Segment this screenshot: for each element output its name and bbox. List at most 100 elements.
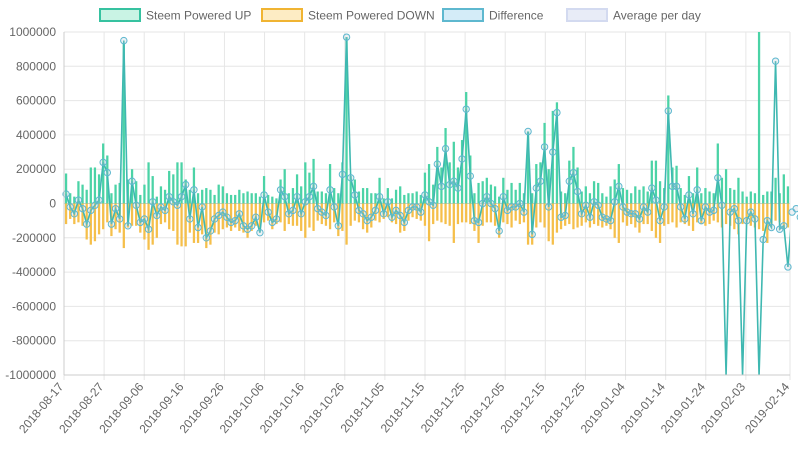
bar-powered-up — [601, 193, 604, 204]
bar-powered-down — [543, 203, 546, 228]
legend-average-per-day[interactable]: Average per day — [566, 8, 701, 23]
difference-point — [330, 203, 338, 211]
y-tick-label: 0 — [49, 197, 56, 211]
bar-powered-up — [155, 196, 158, 204]
bar-powered-up — [782, 174, 785, 204]
bar-powered-up — [753, 193, 757, 204]
bar-powered-up — [390, 198, 394, 204]
bar-powered-down — [163, 203, 167, 223]
bar-powered-up — [271, 196, 274, 204]
bar-powered-up — [85, 189, 88, 204]
bar-powered-down — [712, 203, 715, 221]
difference-point — [474, 218, 483, 227]
bar-powered-up — [312, 158, 315, 204]
bar-powered-up — [184, 179, 187, 204]
difference-point — [441, 144, 450, 153]
difference-point — [544, 203, 553, 211]
difference-point — [528, 230, 536, 239]
bar-powered-up — [531, 193, 534, 204]
legend-steem-powered-up[interactable]: Steem Powered UP — [99, 8, 251, 23]
bar-powered-down — [349, 203, 352, 226]
bar-powered-down — [625, 203, 629, 226]
legend-difference[interactable]: Difference — [442, 8, 544, 23]
bar-powered-down — [679, 203, 682, 223]
bar-powered-down — [609, 203, 612, 230]
bar-powered-down — [180, 203, 183, 247]
difference-point — [437, 182, 446, 191]
bar-powered-down — [159, 203, 163, 225]
bar-powered-down — [518, 203, 521, 225]
bar-powered-down — [576, 203, 579, 228]
bar-powered-up — [81, 184, 84, 204]
bar-powered-up — [205, 188, 208, 204]
difference-point — [111, 204, 120, 213]
bar-powered-up — [399, 186, 402, 204]
bar-powered-up — [762, 194, 765, 204]
bar-powered-down — [749, 203, 752, 226]
bar-powered-down — [77, 203, 80, 223]
bar-powered-up — [621, 188, 625, 204]
legend-steem-powered-down[interactable]: Steem Powered DOWN — [261, 8, 435, 23]
bar-powered-up — [93, 167, 97, 204]
bar-powered-up — [304, 162, 307, 204]
bar-powered-down — [308, 203, 311, 228]
difference-point — [701, 203, 710, 211]
bar-powered-down — [671, 203, 674, 223]
bar-powered-up — [242, 193, 245, 204]
difference-point — [371, 206, 380, 215]
difference-point — [747, 208, 755, 216]
bar-powered-up — [361, 188, 365, 204]
bar-powered-up — [502, 177, 505, 204]
bar-powered-up — [741, 191, 744, 204]
bar-powered-down — [386, 203, 389, 218]
bar-powered-up — [712, 193, 715, 204]
bar-powered-down — [605, 203, 608, 226]
y-tick-label: -1000000 — [5, 368, 56, 382]
bar-powered-up — [675, 165, 678, 204]
bar-powered-up — [564, 193, 567, 204]
difference-point — [491, 204, 499, 213]
bar-powered-up — [642, 186, 645, 204]
bar-powered-up — [535, 164, 538, 204]
bar-powered-up — [110, 193, 113, 204]
bar-powered-down — [700, 203, 703, 225]
difference-point — [714, 174, 722, 182]
difference-point — [309, 182, 318, 191]
legend[interactable]: Steem Powered UP Steem Powered DOWN Differ… — [99, 8, 701, 23]
bar-powered-up — [613, 179, 616, 204]
bar-powered-down — [390, 203, 394, 223]
difference-point — [74, 196, 83, 204]
bar-powered-down — [155, 203, 158, 238]
bar-powered-up — [658, 181, 662, 204]
bar-powered-down — [403, 203, 406, 231]
bar-powered-down — [432, 203, 435, 225]
legend-swatch — [442, 8, 484, 22]
bar-powered-down — [209, 203, 212, 245]
bar-powered-down — [733, 203, 736, 230]
bar-powered-down — [341, 203, 344, 231]
bar-powered-up — [729, 188, 732, 204]
legend-label: Difference — [489, 9, 544, 23]
bar-powered-down — [328, 203, 332, 230]
bar-powered-down — [374, 203, 377, 221]
bar-powered-up — [64, 173, 68, 204]
difference-point — [87, 206, 95, 215]
bar-powered-down — [192, 203, 196, 243]
bar-powered-up — [246, 191, 249, 204]
bar-powered-down — [168, 203, 171, 230]
y-tick-label: -400000 — [12, 265, 56, 279]
bar-powered-up — [349, 176, 352, 204]
bar-powered-down — [444, 203, 447, 225]
bar-powered-down — [69, 203, 72, 219]
difference-point — [759, 235, 767, 244]
bar-powered-up — [580, 191, 583, 204]
difference-point — [619, 203, 627, 211]
bar-powered-down — [353, 203, 356, 221]
difference-point — [615, 182, 623, 191]
y-tick-label: 800000 — [16, 59, 56, 73]
difference-point — [429, 201, 437, 209]
bar-powered-down — [279, 203, 282, 223]
bar-powered-down — [646, 203, 649, 225]
bar-powered-down — [774, 203, 777, 221]
